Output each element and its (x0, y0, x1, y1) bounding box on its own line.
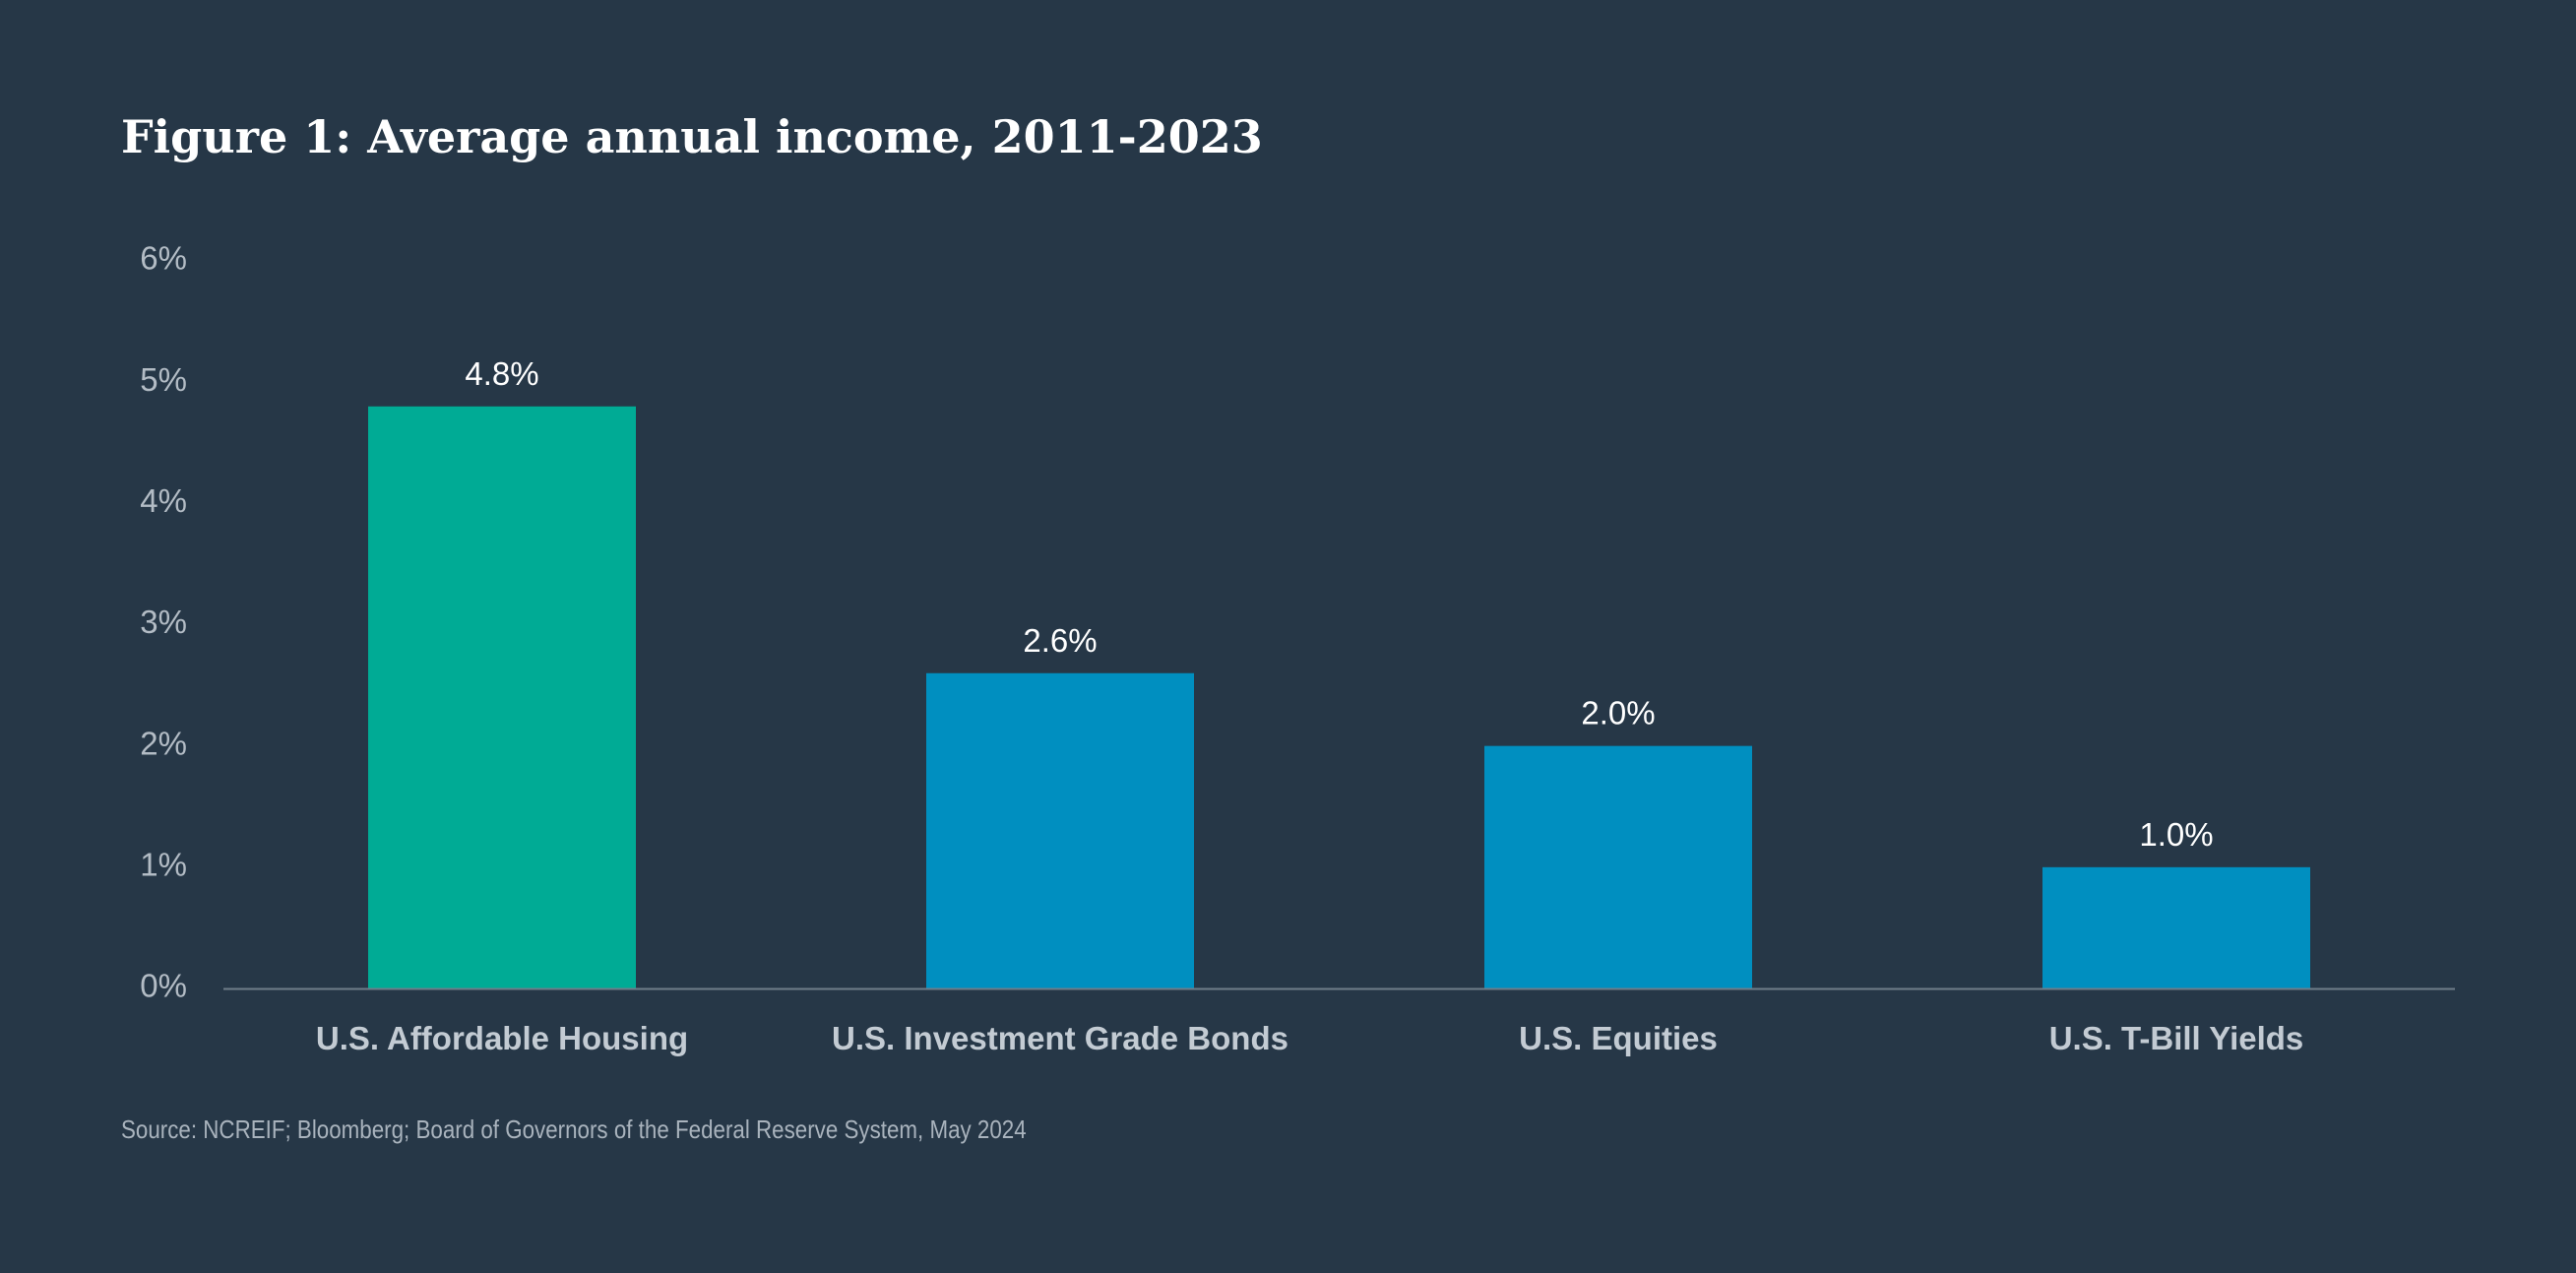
y-tick-label: 6% (140, 240, 187, 277)
bar (2042, 866, 2310, 988)
x-tick-label: U.S. Investment Grade Bonds (832, 1020, 1288, 1056)
y-tick-label: 3% (140, 604, 187, 640)
y-tick-label: 1% (140, 847, 187, 883)
x-tick-label: U.S. Affordable Housing (316, 1020, 688, 1056)
y-axis-ticks: 0% 1% 2% 3% 4% 5% 6% (140, 240, 187, 1004)
bar-data-label: 2.6% (1023, 622, 1097, 659)
bar-data-label: 1.0% (2139, 816, 2213, 853)
x-tick-label: U.S. T-Bill Yields (2049, 1020, 2304, 1056)
chart-title: Figure 1: Average annual income, 2011-20… (121, 110, 1263, 163)
bar-data-label: 4.8% (465, 355, 538, 392)
y-tick-label: 2% (140, 725, 187, 761)
bars (368, 406, 2310, 988)
x-axis-labels: U.S. Affordable Housing U.S. Investment G… (316, 1020, 2303, 1056)
y-tick-label: 4% (140, 482, 187, 519)
y-tick-label: 5% (140, 361, 187, 398)
y-tick-label: 0% (140, 968, 187, 1004)
bar-data-label: 2.0% (1581, 695, 1655, 732)
bar (1484, 745, 1752, 988)
data-labels: 4.8% 2.6% 2.0% 1.0% (465, 355, 2213, 853)
x-tick-label: U.S. Equities (1519, 1020, 1718, 1056)
bar (926, 672, 1194, 988)
source-note: Source: NCREIF; Bloomberg; Board of Gove… (121, 1114, 1027, 1144)
bar (368, 406, 636, 988)
